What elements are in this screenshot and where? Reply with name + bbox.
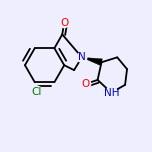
Circle shape bbox=[81, 79, 91, 89]
Polygon shape bbox=[82, 57, 102, 66]
Text: O: O bbox=[60, 18, 68, 28]
Text: O: O bbox=[82, 79, 90, 89]
Circle shape bbox=[31, 86, 43, 98]
Text: N: N bbox=[78, 52, 86, 62]
Circle shape bbox=[59, 18, 69, 28]
Text: NH: NH bbox=[104, 88, 119, 98]
Circle shape bbox=[77, 52, 87, 62]
Text: Cl: Cl bbox=[32, 87, 42, 97]
Circle shape bbox=[105, 87, 117, 99]
